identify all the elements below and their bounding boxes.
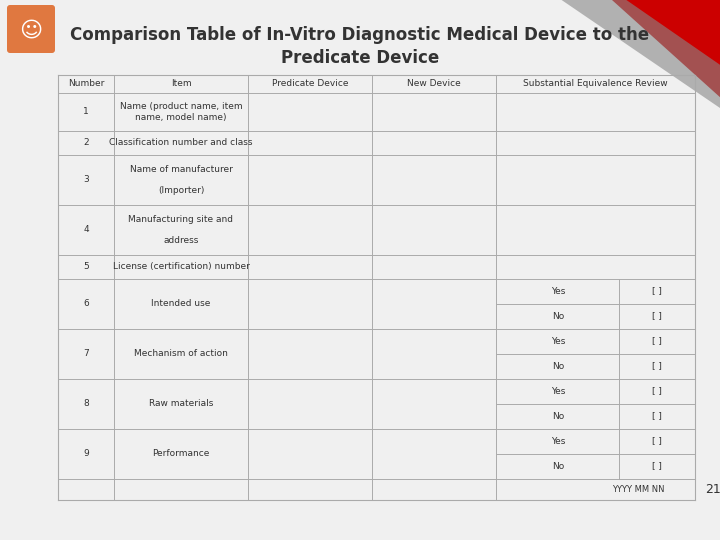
Text: YYYY MM NN: YYYY MM NN [613,485,665,494]
Text: [ ]: [ ] [652,312,662,321]
Text: Yes: Yes [551,436,565,446]
Text: ☺: ☺ [19,21,42,41]
Text: Name (product name, item
name, model name): Name (product name, item name, model nam… [120,102,242,122]
FancyBboxPatch shape [7,5,55,53]
Text: Predicate Device: Predicate Device [281,49,439,67]
Text: [ ]: [ ] [652,362,662,370]
Text: 8: 8 [83,399,89,408]
Polygon shape [518,0,720,97]
Text: 1: 1 [83,107,89,117]
Text: [ ]: [ ] [652,287,662,295]
Text: Intended use: Intended use [151,299,211,308]
Text: 6: 6 [83,299,89,308]
Text: 9: 9 [83,449,89,458]
Text: Yes: Yes [551,287,565,295]
Text: 5: 5 [83,262,89,271]
Text: Mechanism of action: Mechanism of action [134,349,228,358]
Text: Performance: Performance [152,449,210,458]
Text: 21: 21 [705,483,720,496]
Text: 4: 4 [84,225,89,234]
Text: Yes: Yes [551,336,565,346]
Text: License (certification) number: License (certification) number [112,262,249,271]
Text: No: No [552,362,564,370]
Text: Name of manufacturer

(Importer): Name of manufacturer (Importer) [130,165,233,194]
Text: Substantial Equivalence Review: Substantial Equivalence Review [523,79,668,89]
Text: Item: Item [171,79,192,89]
Text: Comparison Table of In-Vitro Diagnostic Medical Device to the: Comparison Table of In-Vitro Diagnostic … [71,26,649,44]
Text: No: No [552,411,564,421]
Text: No: No [552,312,564,321]
Text: [ ]: [ ] [652,462,662,470]
Text: 7: 7 [83,349,89,358]
Text: Classification number and class: Classification number and class [109,138,253,147]
Text: Yes: Yes [551,387,565,396]
Text: Manufacturing site and

address: Manufacturing site and address [128,215,233,245]
Text: 2: 2 [84,138,89,147]
Text: Raw materials: Raw materials [149,399,213,408]
Text: No: No [552,462,564,470]
Text: [ ]: [ ] [652,387,662,396]
Text: [ ]: [ ] [652,411,662,421]
Polygon shape [562,0,720,108]
Text: 3: 3 [83,176,89,184]
Text: [ ]: [ ] [652,436,662,446]
Text: [ ]: [ ] [652,336,662,346]
Text: Number: Number [68,79,104,89]
Text: New Device: New Device [408,79,461,89]
Text: Predicate Device: Predicate Device [271,79,348,89]
